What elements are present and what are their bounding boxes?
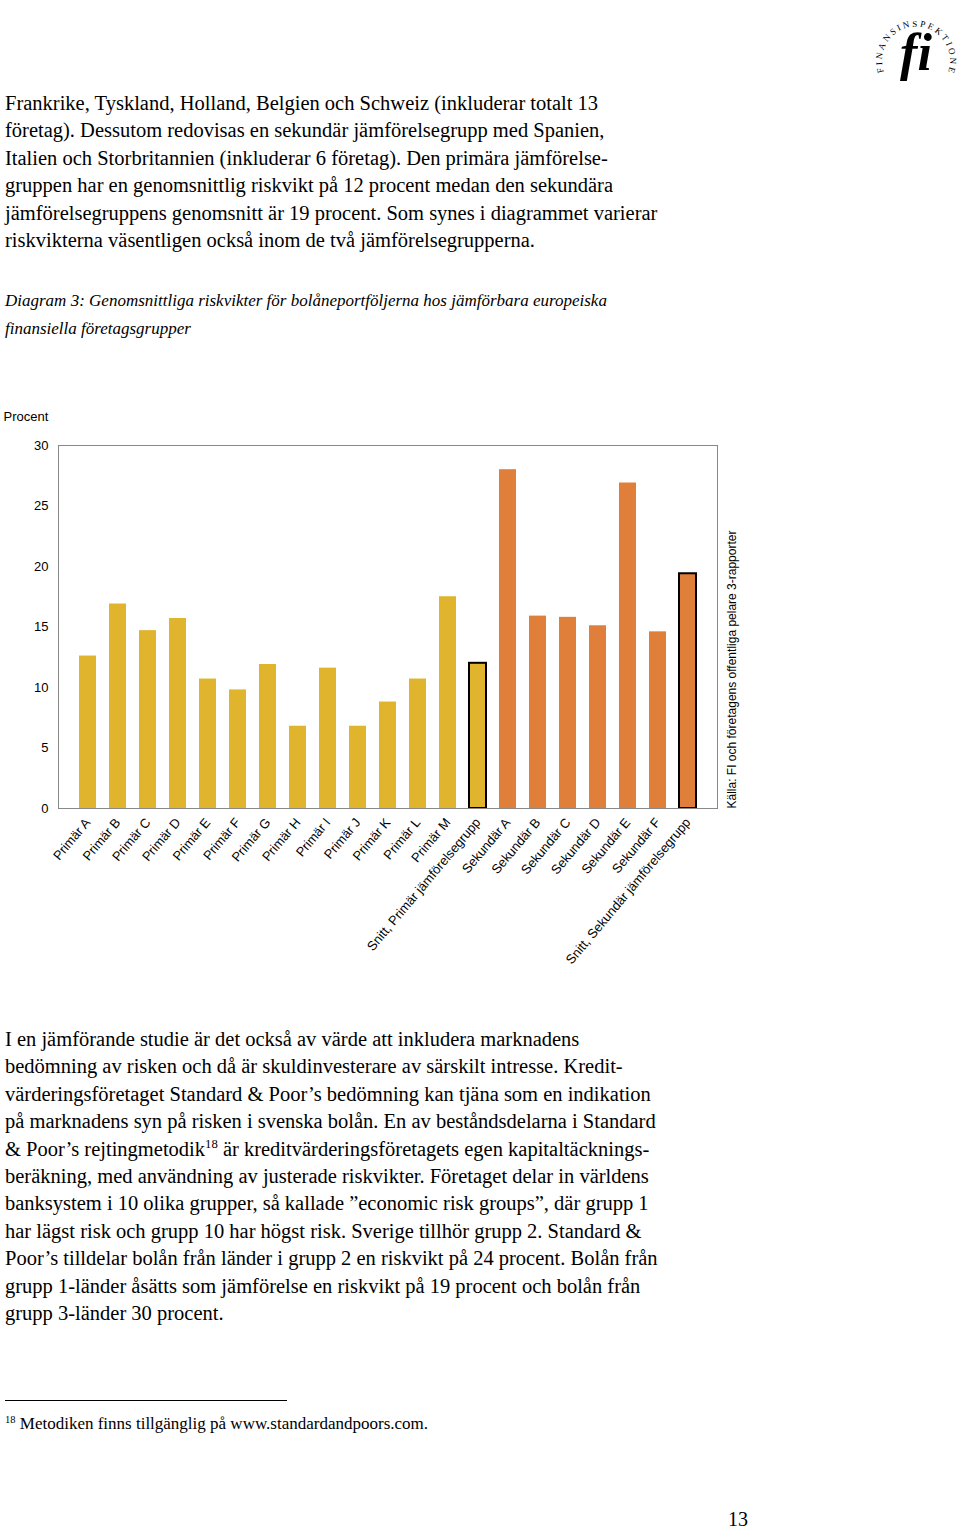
html-text:bedömning av risken och då är: bedömning av risken och då är skuldinves… — [5, 1055, 623, 1078]
svg-text:Primär B: Primär B — [79, 815, 124, 864]
html-text:Poor’s tilldelar bolån från lä: Poor’s tilldelar bolån från länder i gru… — [5, 1247, 658, 1270]
svg-text:15: 15 — [34, 619, 48, 634]
svg-text:Sekundär A: Sekundär A — [458, 815, 514, 877]
html-text:finansiella företagsgrupper: finansiella företagsgrupper — [5, 319, 191, 338]
html-text:18Metodiken finns tillgänglig: 18Metodiken finns tillgänglig på www.sta… — [5, 1413, 428, 1433]
svg-text:5: 5 — [41, 740, 48, 755]
html-text:Diagram 3: Genomsnittliga risk: Diagram 3: Genomsnittliga riskvikter för… — [5, 291, 607, 310]
svg-text:Primär L: Primär L — [380, 815, 424, 863]
html-text:13: 13 — [728, 1508, 748, 1530]
html-text:grupp 1-länder åsätts som jämf: grupp 1-länder åsätts som jämförelse en … — [5, 1274, 641, 1297]
svg-text:fi: fi — [900, 24, 932, 81]
svg-text:Snitt, Primär jämförelsegrupp: Snitt, Primär jämförelsegrupp — [364, 815, 484, 954]
svg-text:20: 20 — [34, 559, 48, 574]
html-text:gruppen har en genomsnittlig r: gruppen har en genomsnittlig riskvikt på… — [5, 174, 613, 197]
svg-text:Primär K: Primär K — [349, 815, 394, 864]
svg-text:0: 0 — [41, 801, 48, 816]
svg-text:Primär C: Primär C — [109, 815, 154, 864]
svg-text:Primär D: Primär D — [139, 815, 184, 864]
html-text:beräkning, med användning av j: beräkning, med användning av justerade r… — [5, 1165, 649, 1187]
svg-text:Sekundär B: Sekundär B — [488, 815, 544, 877]
svg-text:Sekundär D: Sekundär D — [547, 815, 604, 878]
svg-text:Snitt, Sekundär jämförelsegrup: Snitt, Sekundär jämförelsegrupp — [563, 815, 694, 967]
html-text:företag). Dessutom redovisas e: företag). Dessutom redovisas en sekundär… — [5, 119, 605, 142]
svg-text:Källa: FI och företagens offen: Källa: FI och företagens offentliga pela… — [725, 531, 739, 809]
svg-text:Primär I: Primär I — [292, 815, 334, 860]
svg-text:Primär A: Primär A — [50, 815, 94, 863]
svg-text:Primär F: Primär F — [200, 815, 244, 863]
html-text:värderingsföretaget Standard &: värderingsföretaget Standard & Poor’s be… — [5, 1082, 651, 1105]
svg-text:Sekundär C: Sekundär C — [517, 815, 574, 878]
html-text:har lägst risk och grupp 10 ha: har lägst risk och grupp 10 har högst ri… — [5, 1219, 642, 1242]
html-text:& Poor’s rejtingmetodik18är kr: & Poor’s rejtingmetodik18är kreditvärder… — [5, 1137, 650, 1160]
svg-text:Sekundär F: Sekundär F — [608, 815, 664, 877]
svg-text:30: 30 — [34, 438, 48, 453]
html-text:jämförelsegruppens genomsnitt: jämförelsegruppens genomsnitt är 19 proc… — [5, 201, 658, 224]
svg-text:Primär M: Primär M — [408, 815, 454, 866]
svg-text:Procent: Procent — [4, 409, 49, 424]
html-text:Italien och Storbritannien (in: Italien och Storbritannien (inkluderar 6… — [5, 146, 608, 169]
html-text:grupp 3-länder 30 procent.: grupp 3-länder 30 procent. — [5, 1302, 224, 1325]
svg-text:Sekundär E: Sekundär E — [578, 815, 634, 877]
svg-text:Primär H: Primär H — [259, 815, 303, 864]
html-text:Frankrike, Tyskland, Holland,: Frankrike, Tyskland, Holland, Belgien oc… — [5, 92, 599, 114]
html-text:på marknadens syn på risken i: på marknadens syn på risken i svenska bo… — [5, 1110, 656, 1133]
svg-text:10: 10 — [34, 680, 48, 695]
html-text:I en jämförande studie är det: I en jämförande studie är det också av v… — [5, 1028, 580, 1050]
html-text:riskvikterna väsentligen också: riskvikterna väsentligen också inom de t… — [5, 229, 535, 251]
svg-text:Primär J: Primär J — [320, 815, 364, 862]
svg-text:25: 25 — [34, 498, 48, 513]
svg-text:Primär G: Primär G — [228, 815, 274, 865]
svg-text:Primär E: Primär E — [169, 815, 214, 864]
html-text:banksystem i 10 olika grupper,: banksystem i 10 olika grupper, så kallad… — [5, 1192, 649, 1215]
